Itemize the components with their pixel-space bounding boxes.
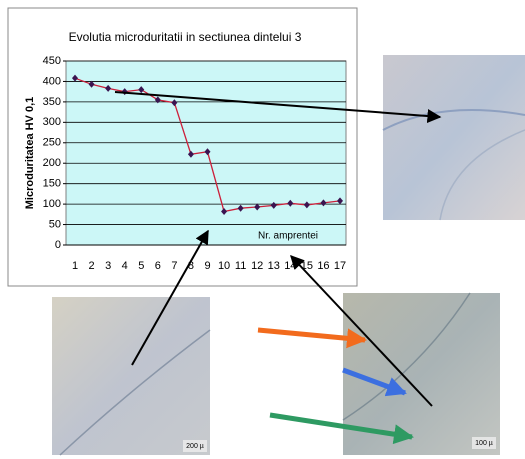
x-tick-label: 11 bbox=[235, 260, 246, 272]
scale-label: 100 µ bbox=[475, 440, 493, 447]
x-tick-label: 12 bbox=[251, 260, 263, 272]
y-tick-label: 0 bbox=[55, 239, 61, 251]
x-tick-label: 3 bbox=[105, 260, 111, 272]
y-tick-label: 150 bbox=[43, 178, 61, 190]
x-tick-label: 4 bbox=[122, 260, 128, 272]
y-tick-label: 350 bbox=[43, 96, 61, 108]
photo-right bbox=[383, 55, 525, 220]
x-tick-label: 15 bbox=[301, 260, 313, 272]
x-tick-label: 14 bbox=[284, 260, 296, 272]
y-tick-label: 250 bbox=[43, 137, 61, 149]
x-tick-label: 5 bbox=[138, 260, 144, 272]
x-tick-label: 2 bbox=[89, 260, 95, 272]
page: 200 µ 100 µ Evolutia microduritatii in s… bbox=[0, 0, 525, 459]
x-tick-label: 1 bbox=[72, 260, 78, 272]
x-tick-label: 17 bbox=[334, 260, 346, 272]
x-axis-label: Nr. amprentei bbox=[258, 231, 318, 242]
y-tick-label: 300 bbox=[43, 116, 61, 128]
x-tick-label: 16 bbox=[317, 260, 329, 272]
y-tick-label: 100 bbox=[43, 198, 61, 210]
y-tick-label: 450 bbox=[43, 55, 61, 67]
photo-bottom-left bbox=[52, 297, 210, 455]
y-tick-label: 400 bbox=[43, 75, 61, 87]
chart-title: Evolutia microduritatii in sectiunea din… bbox=[69, 30, 302, 44]
x-tick-label: 7 bbox=[171, 260, 177, 272]
y-axis-label: Microduritatea HV 0,1 bbox=[24, 97, 36, 209]
x-tick-label: 9 bbox=[204, 260, 210, 272]
x-tick-label: 6 bbox=[155, 260, 161, 272]
x-tick-label: 13 bbox=[268, 260, 280, 272]
x-tick-label: 10 bbox=[218, 260, 230, 272]
y-tick-label: 200 bbox=[43, 157, 61, 169]
scale-label: 200 µ bbox=[186, 443, 204, 450]
y-tick-label: 50 bbox=[49, 218, 61, 230]
